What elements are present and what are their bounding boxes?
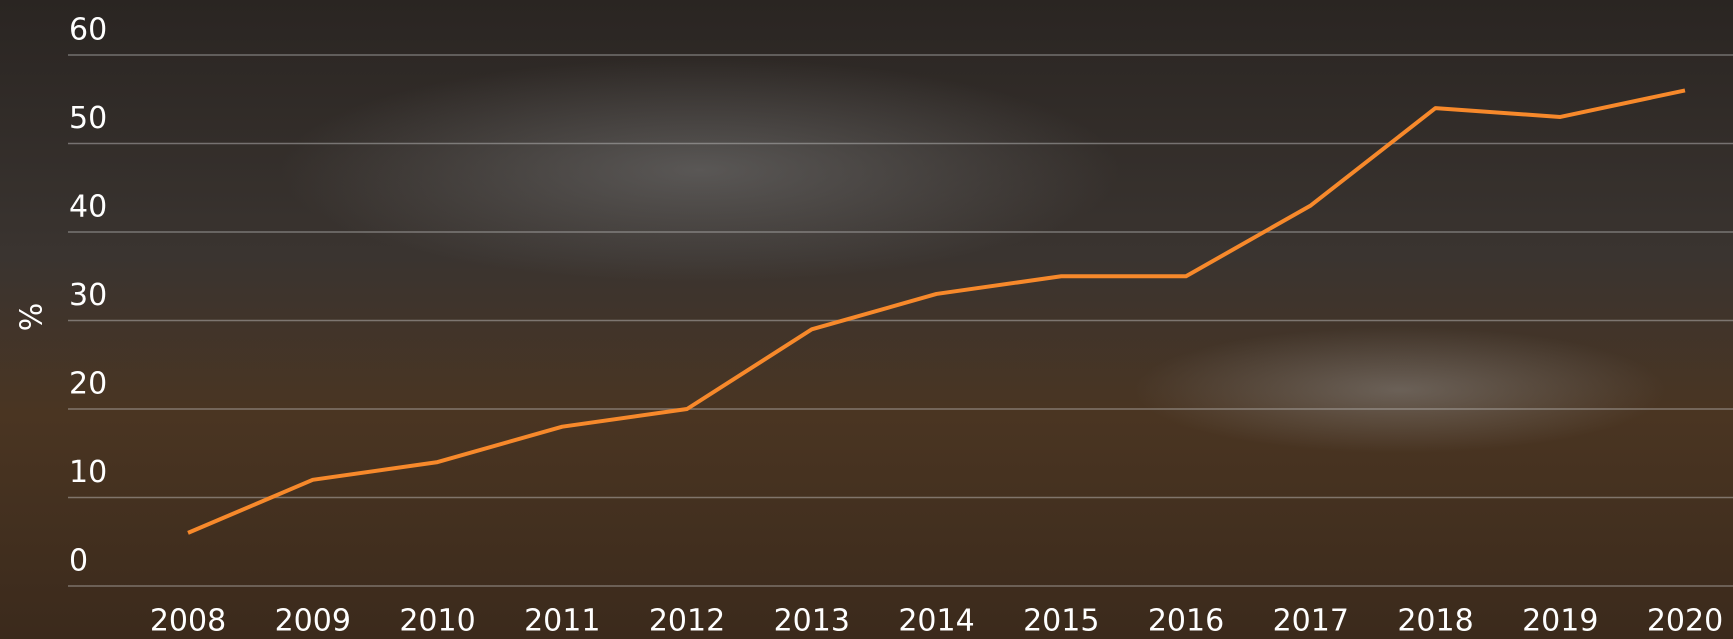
y-tick-label: 20 (69, 367, 107, 402)
x-tick-label: 2020 (1647, 604, 1723, 639)
x-tick-label: 2012 (649, 604, 725, 639)
y-tick-label: 50 (69, 101, 107, 136)
x-tick-label: 2016 (1148, 604, 1224, 639)
x-tick-label: 2013 (774, 604, 850, 639)
data-line (187, 88, 1686, 535)
y-tick-label: 30 (69, 278, 107, 313)
y-tick-label: 60 (69, 13, 107, 48)
y-tick-label: 10 (69, 455, 107, 490)
x-tick-label: 2010 (399, 604, 475, 639)
y-axis-label: % (15, 303, 50, 332)
x-tick-label: 2019 (1522, 604, 1598, 639)
x-tick-label: 2011 (524, 604, 600, 639)
x-tick-label: 2009 (275, 604, 351, 639)
x-tick-label: 2018 (1397, 604, 1473, 639)
x-tick-label: 2014 (898, 604, 974, 639)
x-tick-label: 2017 (1273, 604, 1349, 639)
y-tick-label: 40 (69, 190, 107, 225)
y-tick-label: 0 (69, 544, 88, 579)
x-tick-label: 2008 (150, 604, 226, 639)
x-tick-label: 2015 (1023, 604, 1099, 639)
